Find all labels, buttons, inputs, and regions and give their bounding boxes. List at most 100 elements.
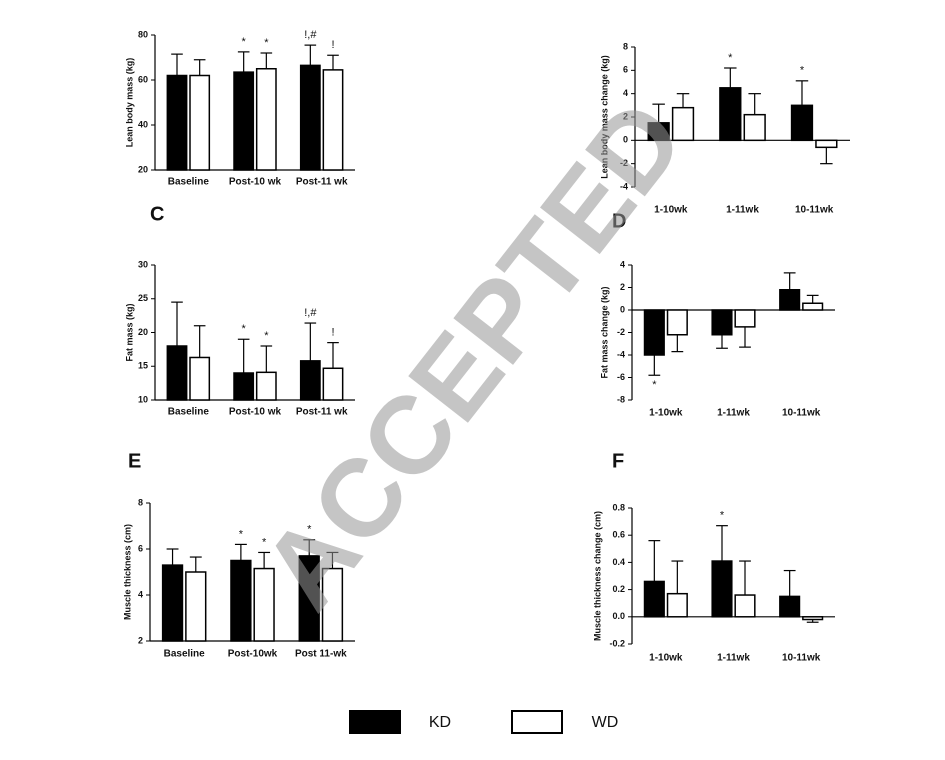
legend-swatch bbox=[511, 710, 563, 734]
panel-letter: C bbox=[150, 203, 164, 225]
panel-letter: F bbox=[612, 450, 624, 472]
bar bbox=[166, 74, 188, 171]
x-tick-label: Post-11 wk bbox=[296, 177, 348, 188]
bar bbox=[666, 592, 688, 618]
annotation: * bbox=[264, 330, 269, 342]
y-tick-label: 0 bbox=[620, 304, 625, 314]
annotation: * bbox=[652, 379, 657, 391]
bar bbox=[790, 104, 814, 142]
annotation: * bbox=[239, 528, 244, 540]
y-tick-label: 2 bbox=[623, 111, 628, 121]
annotation: !,# bbox=[304, 29, 317, 41]
annotation: ! bbox=[331, 39, 334, 51]
annotation: * bbox=[262, 536, 267, 548]
bar bbox=[802, 616, 824, 621]
y-tick-label: 0.2 bbox=[612, 584, 625, 594]
y-tick-label: 4 bbox=[138, 589, 143, 599]
bar bbox=[815, 139, 838, 149]
bar bbox=[322, 367, 344, 401]
x-tick-label: 1-11wk bbox=[717, 408, 750, 419]
bar bbox=[255, 68, 277, 171]
x-tick-label: 1-11wk bbox=[726, 205, 759, 216]
x-tick-label: 1-10wk bbox=[649, 653, 683, 664]
y-tick-label: -2 bbox=[620, 158, 628, 168]
annotation: * bbox=[307, 524, 312, 536]
y-tick-label: 0.0 bbox=[612, 611, 625, 621]
annotation: * bbox=[728, 52, 733, 64]
y-axis-label: Muscle thickness (cm) bbox=[122, 524, 132, 620]
x-tick-label: 1-10wk bbox=[654, 205, 688, 216]
y-tick-label: 0.6 bbox=[612, 530, 625, 540]
x-tick-label: Post 11-wk bbox=[295, 649, 347, 660]
y-tick-label: 15 bbox=[138, 361, 148, 371]
y-axis-label: Muscle thickness change (cm) bbox=[592, 511, 602, 641]
bar bbox=[666, 309, 688, 336]
x-tick-label: Baseline bbox=[164, 649, 206, 660]
bar bbox=[734, 594, 756, 618]
y-tick-label: 10 bbox=[138, 394, 148, 404]
y-tick-label: -0.2 bbox=[609, 638, 625, 648]
y-tick-label: -4 bbox=[620, 181, 628, 191]
y-tick-label: 0 bbox=[623, 135, 628, 145]
bar bbox=[643, 309, 665, 356]
bar bbox=[255, 371, 277, 401]
x-tick-label: 10-11wk bbox=[782, 408, 821, 419]
bar bbox=[161, 564, 184, 642]
y-tick-label: 20 bbox=[138, 327, 148, 337]
y-tick-label: 30 bbox=[138, 259, 148, 269]
bar bbox=[299, 64, 321, 171]
y-tick-label: 60 bbox=[138, 74, 148, 84]
y-tick-label: -4 bbox=[617, 349, 625, 359]
y-tick-label: 25 bbox=[138, 293, 148, 303]
bar bbox=[779, 289, 801, 311]
bar bbox=[322, 69, 344, 171]
bar bbox=[671, 106, 695, 142]
bar bbox=[185, 571, 207, 642]
bar bbox=[711, 560, 733, 618]
bar bbox=[233, 71, 255, 171]
y-tick-label: 0.8 bbox=[612, 502, 625, 512]
x-tick-label: Baseline bbox=[168, 177, 210, 188]
y-tick-label: 20 bbox=[138, 164, 148, 174]
y-tick-label: 2 bbox=[138, 635, 143, 645]
y-axis-label: Fat mass (kg) bbox=[124, 303, 134, 361]
y-tick-label: 0.4 bbox=[612, 557, 625, 567]
bar bbox=[253, 567, 275, 642]
y-axis-label: Lean body mass change (kg) bbox=[599, 55, 609, 179]
bar bbox=[298, 555, 320, 642]
panel-letter: E bbox=[128, 450, 141, 472]
legend-label: KD bbox=[429, 714, 451, 731]
y-tick-label: 80 bbox=[138, 29, 148, 39]
bar bbox=[719, 87, 742, 142]
y-tick-label: 6 bbox=[138, 543, 143, 553]
x-tick-label: Post-10 wk bbox=[229, 177, 282, 188]
y-tick-label: 2 bbox=[620, 282, 625, 292]
y-axis-label: Lean body mass (kg) bbox=[124, 58, 134, 148]
x-tick-label: Post-11 wk bbox=[296, 407, 348, 418]
bar bbox=[802, 302, 824, 311]
x-tick-label: 10-11wk bbox=[795, 205, 834, 216]
bar bbox=[189, 356, 211, 401]
x-tick-label: 10-11wk bbox=[782, 653, 821, 664]
bar bbox=[743, 113, 766, 142]
bar bbox=[233, 372, 255, 401]
bar bbox=[647, 122, 670, 142]
annotation: ! bbox=[331, 327, 334, 339]
annotation: * bbox=[242, 323, 247, 335]
bar bbox=[321, 567, 344, 642]
panel-letter: D bbox=[612, 210, 626, 232]
y-axis-label: Fat mass change (kg) bbox=[599, 286, 609, 378]
x-tick-label: Post-10 wk bbox=[229, 407, 282, 418]
y-tick-label: 4 bbox=[623, 88, 628, 98]
bar bbox=[734, 309, 756, 328]
y-tick-label: -8 bbox=[617, 394, 625, 404]
x-tick-label: Post-10wk bbox=[228, 649, 278, 660]
y-tick-label: 6 bbox=[623, 65, 628, 75]
legend-swatch bbox=[349, 710, 401, 734]
bar bbox=[189, 74, 211, 171]
bar bbox=[643, 580, 665, 618]
annotation: * bbox=[264, 37, 269, 49]
annotation: * bbox=[800, 65, 805, 77]
